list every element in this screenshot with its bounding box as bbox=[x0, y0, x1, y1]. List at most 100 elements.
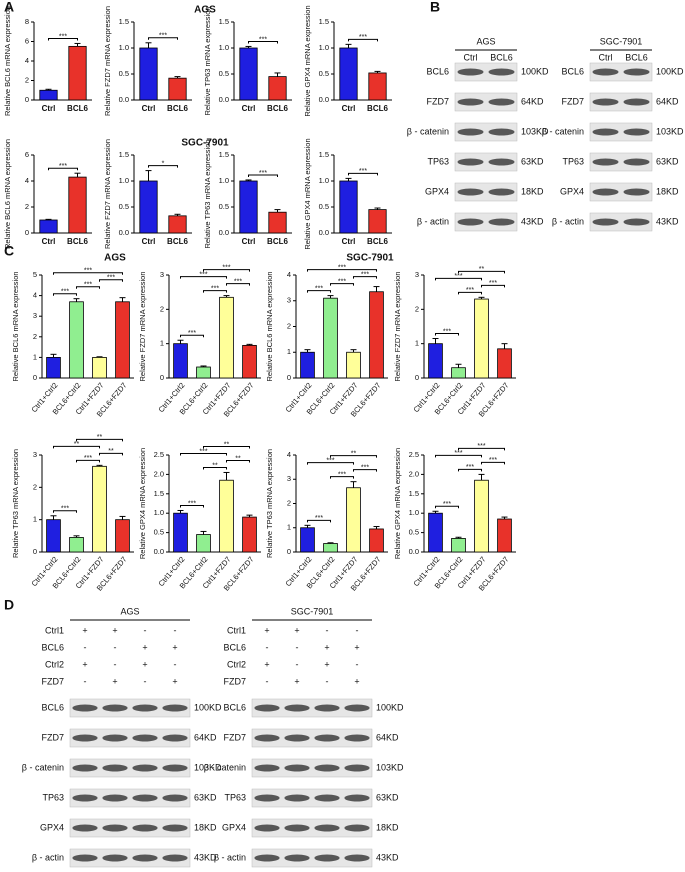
blot-band bbox=[623, 218, 650, 226]
significance-label: *** bbox=[61, 506, 69, 513]
blot-row-label: BCL6 bbox=[561, 66, 584, 76]
blot-size-label: 63KD bbox=[194, 792, 217, 802]
blot-strip bbox=[251, 758, 373, 778]
condition-sign: - bbox=[296, 659, 299, 669]
blot-band bbox=[457, 128, 484, 136]
x-tick-label: Ctrl bbox=[242, 104, 256, 113]
significance-label: *** bbox=[222, 264, 230, 271]
bar bbox=[39, 89, 58, 101]
bar bbox=[300, 527, 315, 553]
blot-title: SGC-7901 bbox=[600, 36, 643, 46]
blot-band bbox=[592, 188, 619, 196]
blot-band bbox=[344, 854, 370, 862]
group-header: SGC-7901 bbox=[346, 253, 394, 264]
y-tick-label: 1.0 bbox=[319, 176, 329, 185]
y-tick-label: 1.5 bbox=[154, 489, 164, 498]
blot-band bbox=[488, 68, 515, 76]
panel-label: B bbox=[430, 0, 440, 15]
blot-band bbox=[488, 158, 515, 166]
significance-label: *** bbox=[443, 501, 451, 508]
significance-bracket bbox=[458, 270, 505, 274]
blot-band bbox=[254, 734, 280, 742]
blot-row-label: GPX4 bbox=[40, 822, 64, 832]
blot-band bbox=[72, 764, 98, 772]
blot-row-label: β - actin bbox=[32, 852, 64, 862]
significance-bracket bbox=[203, 290, 227, 293]
blot-size-label: 43KD bbox=[194, 852, 217, 862]
significance-bracket bbox=[180, 452, 227, 456]
significance-bracket bbox=[180, 276, 227, 279]
blot-band bbox=[284, 734, 310, 742]
y-tick-label: 1.5 bbox=[119, 150, 129, 159]
lane-label: Ctrl bbox=[599, 52, 613, 62]
significance-bracket bbox=[307, 519, 331, 523]
blot-band bbox=[314, 854, 340, 862]
blot-row-label: TP63 bbox=[562, 156, 584, 166]
y-tick-label: 2 bbox=[25, 75, 29, 84]
blot-band bbox=[314, 824, 340, 832]
y-tick-label: 0.0 bbox=[154, 547, 164, 556]
blot-band bbox=[162, 704, 188, 712]
significance-bracket bbox=[348, 172, 378, 176]
bar bbox=[39, 219, 58, 234]
y-tick-label: 0.0 bbox=[119, 228, 129, 237]
y-tick-label: 2 bbox=[287, 321, 291, 330]
bar bbox=[268, 211, 287, 234]
blot-strip bbox=[454, 62, 518, 82]
blot-band bbox=[284, 854, 310, 862]
y-tick-label: 2 bbox=[33, 332, 37, 341]
blot-size-label: 63KD bbox=[521, 156, 544, 166]
condition-sign: - bbox=[356, 625, 359, 635]
condition-sign: + bbox=[264, 659, 269, 669]
bar bbox=[474, 298, 489, 379]
y-tick-label: 2.0 bbox=[409, 469, 419, 478]
blot-strip bbox=[454, 182, 518, 202]
bar bbox=[173, 343, 188, 379]
y-tick-label: 0.0 bbox=[409, 547, 419, 556]
blot-row-label: TP63 bbox=[224, 792, 246, 802]
lane-label: Ctrl bbox=[464, 52, 478, 62]
blot-row-label: FZD7 bbox=[224, 732, 247, 742]
bar bbox=[168, 77, 187, 101]
y-tick-label: 1.5 bbox=[219, 17, 229, 26]
significance-bracket bbox=[226, 283, 250, 286]
y-tick-label: 3 bbox=[33, 450, 37, 459]
blot-strip bbox=[69, 788, 191, 808]
blot-row-label: β - actin bbox=[214, 852, 246, 862]
blot-band bbox=[132, 824, 158, 832]
bar bbox=[242, 516, 257, 553]
y-tick-label: 2 bbox=[160, 304, 164, 313]
blot-strip bbox=[454, 212, 518, 232]
significance-bracket bbox=[53, 445, 100, 449]
y-tick-label: 0 bbox=[25, 228, 29, 237]
blot-size-label: 18KD bbox=[656, 186, 679, 196]
condition-sign: - bbox=[296, 642, 299, 652]
bar bbox=[139, 47, 158, 101]
blot-size-label: 100KD bbox=[656, 66, 684, 76]
y-tick-label: 0 bbox=[160, 373, 164, 382]
blot-size-label: 43KD bbox=[656, 216, 679, 226]
blot-size-label: 63KD bbox=[376, 792, 399, 802]
significance-bracket bbox=[76, 286, 100, 289]
y-axis-label: Relative TP63 mRNA expression bbox=[265, 449, 274, 558]
blot-strip bbox=[589, 122, 653, 142]
x-tick-label: BCL6 bbox=[167, 237, 188, 246]
x-tick-label: Ctrl bbox=[142, 237, 156, 246]
significance-bracket bbox=[53, 293, 77, 296]
blot-row-label: FZD7 bbox=[427, 96, 450, 106]
blot-size-label: 18KD bbox=[521, 186, 544, 196]
blot-strip bbox=[589, 152, 653, 172]
blot-band bbox=[488, 128, 515, 136]
bar bbox=[219, 479, 234, 553]
y-axis-label: Relative TP63 mRNA expression bbox=[203, 6, 212, 115]
significance-bracket bbox=[330, 455, 377, 458]
blot-band bbox=[457, 158, 484, 166]
y-tick-label: 3 bbox=[287, 474, 291, 483]
bar bbox=[219, 296, 234, 379]
blot-band bbox=[102, 764, 128, 772]
significance-label: *** bbox=[234, 278, 242, 285]
bar bbox=[268, 76, 287, 101]
x-tick-label: BCL6 bbox=[267, 104, 288, 113]
significance-bracket bbox=[48, 37, 78, 41]
blot-band bbox=[254, 854, 280, 862]
